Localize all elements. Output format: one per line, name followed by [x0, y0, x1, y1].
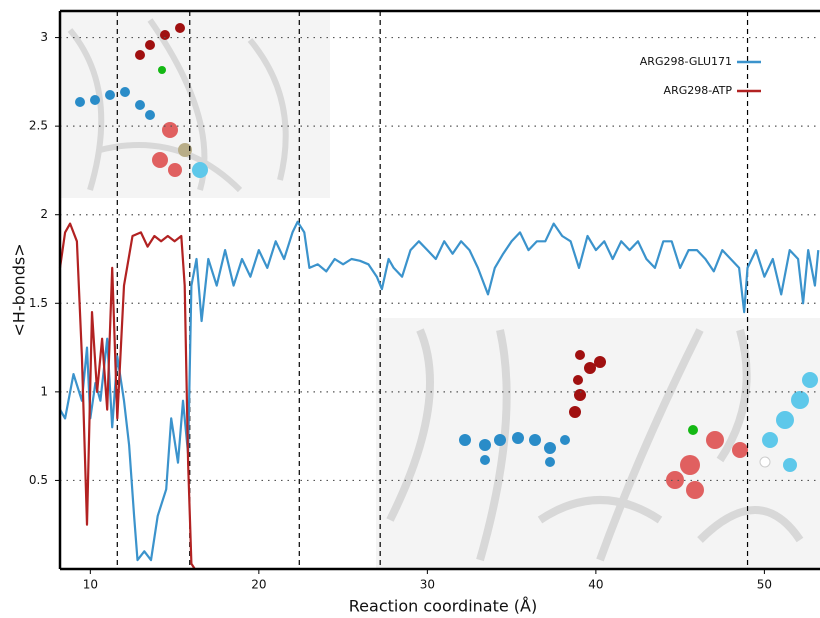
x-tick-label: 40	[588, 578, 603, 592]
y-tick-label: 1.5	[29, 296, 48, 310]
x-tick-label: 20	[251, 578, 266, 592]
y-tick-label: 0.5	[29, 473, 48, 487]
x-tick-label: 10	[83, 578, 98, 592]
y-tick-label: 2.5	[29, 119, 48, 133]
y-tick-label: 1	[40, 384, 48, 398]
legend-label: ARG298-ATP	[664, 84, 733, 97]
y-tick-label: 2	[40, 207, 48, 221]
y-tick-label: 3	[40, 30, 48, 44]
x-tick-label: 50	[757, 578, 772, 592]
y-axis-title: <H-bonds>	[10, 243, 29, 336]
legend: ARG298-GLU171 ARG298-ATP	[640, 55, 761, 97]
inset-bottom-right	[376, 318, 820, 569]
x-axis-title: Reaction coordinate (Å)	[349, 597, 537, 616]
legend-label: ARG298-GLU171	[640, 55, 732, 68]
chart: Reaction coordinate (Å) <H-bonds> 0.5 1 1.…	[0, 0, 820, 618]
x-tick-label: 30	[420, 578, 435, 592]
